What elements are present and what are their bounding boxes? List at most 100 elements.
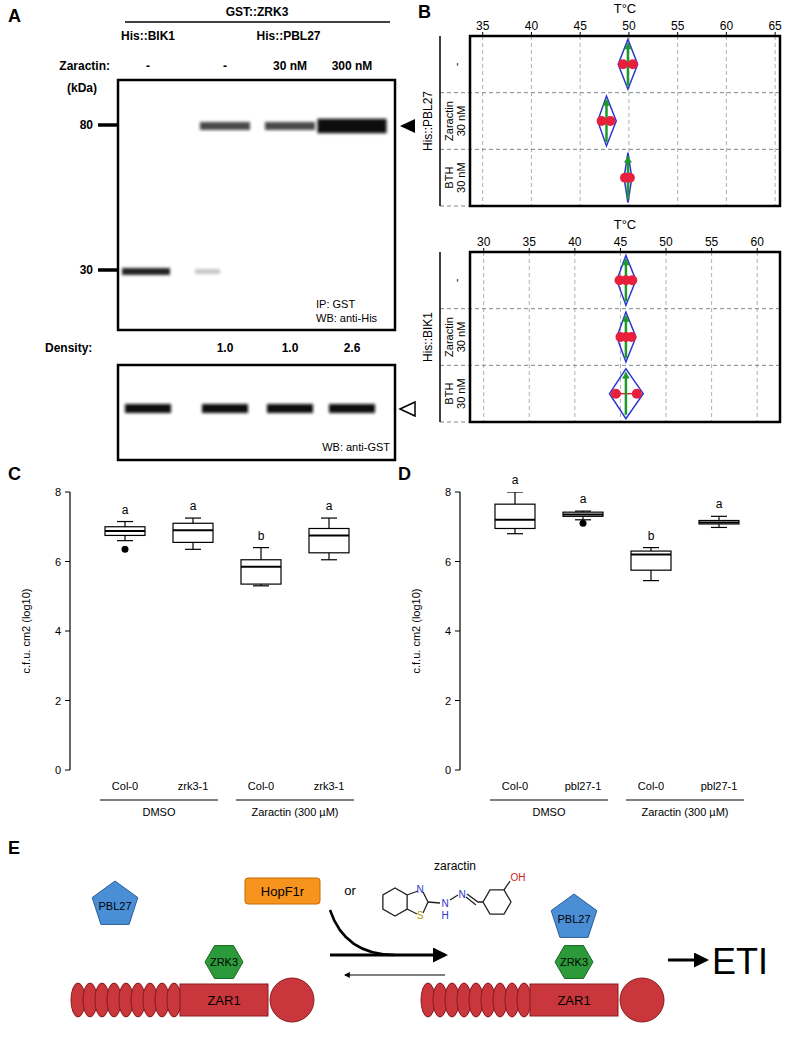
median [309, 534, 349, 536]
complex: ZAR1ZRK3PBL27 [71, 881, 314, 1022]
axis-title: c.f.u. cm2 (log10) [410, 589, 422, 674]
category-label: pbl27-1 [565, 780, 602, 792]
axis-title: T°C [614, 1, 637, 16]
tick-label: 60 [720, 19, 734, 33]
row-label-line: 30 nM [455, 322, 467, 353]
grid-line [775, 36, 776, 206]
group-line [626, 799, 744, 800]
group-label: DMSO [143, 806, 176, 818]
whisker-cap [643, 580, 659, 581]
tick-label: 2 [55, 695, 61, 707]
treatment: - [223, 59, 227, 73]
tick [65, 700, 70, 701]
grid-line [574, 252, 575, 422]
reverse-arrow [345, 974, 445, 975]
grid-line [757, 252, 758, 422]
group-label: Zaractin (300 µM) [641, 806, 728, 818]
row-separator [440, 206, 470, 207]
panel-label: D [398, 464, 411, 484]
mean-line [625, 372, 628, 414]
row-separator [440, 422, 470, 423]
whisker-cap [711, 527, 727, 528]
tick [455, 631, 460, 632]
treatment: - [146, 59, 150, 73]
replicate-point [625, 173, 635, 183]
grid-line [531, 36, 532, 206]
whisker-cap [117, 521, 133, 522]
tick-label: 6 [445, 556, 451, 568]
axis-title: His::BIK1 [421, 312, 435, 362]
group-line [490, 799, 608, 800]
size-marker-tick [98, 268, 117, 272]
loading-band [267, 404, 313, 413]
plot-bg [470, 252, 780, 422]
box [173, 523, 213, 542]
median [631, 554, 671, 556]
replicate-point [627, 275, 637, 285]
blot-band [122, 268, 170, 275]
tick-label: 55 [705, 235, 719, 249]
grid-line [529, 252, 530, 422]
category-label: zrk3-1 [314, 780, 345, 792]
outcome: ETI [712, 941, 768, 982]
grid-line [711, 252, 712, 422]
density-label: Density: [45, 341, 92, 355]
tick-label: 45 [614, 235, 628, 249]
blot-band [317, 119, 386, 133]
blot-caption: IP: GST [316, 298, 355, 310]
connector: or [344, 883, 356, 898]
loading-band [329, 404, 375, 413]
outlier [580, 520, 587, 527]
blot-band [200, 122, 250, 130]
plot-area [597, 39, 638, 202]
box [699, 520, 739, 523]
diagram: HopF1rorzaractinNSNHNOHETIZAR1ZRK3PBL27Z… [71, 859, 768, 1022]
row-label-line: BTH [443, 167, 455, 189]
density-value: 1.0 [217, 341, 234, 355]
lane-group-label: His::BIK1 [121, 29, 175, 43]
compound-name: zaractin [434, 859, 476, 873]
atom: S [417, 910, 424, 921]
blot-band [195, 269, 220, 274]
atom: N [441, 898, 448, 909]
loading-band [202, 404, 248, 413]
size-unit: (kDa) [67, 81, 97, 95]
group-line [100, 799, 218, 800]
significance-letter: a [580, 492, 587, 506]
significance-letter: b [258, 529, 265, 543]
row-label: Zaractin30 nM [443, 101, 467, 141]
row-label: BTH30 nM [443, 378, 467, 409]
category-label: Col-0 [638, 780, 664, 792]
tick-label: 8 [445, 486, 451, 498]
zrk3-label: ZRK3 [210, 956, 238, 968]
category-label: pbl27-1 [701, 780, 738, 792]
grid-line [482, 36, 483, 206]
replicate-point [626, 332, 636, 342]
median [241, 566, 281, 568]
median [563, 514, 603, 516]
whisker-cap [575, 511, 591, 512]
treatment: 30 nM [273, 59, 307, 73]
plot-frame [470, 252, 780, 422]
whisker-cap [117, 540, 133, 541]
axis-title: T°C [614, 217, 637, 232]
tick-label: 0 [445, 764, 451, 776]
category-label: zrk3-1 [178, 780, 209, 792]
effector-box [245, 878, 320, 904]
whisker-cap [507, 533, 523, 534]
bond [407, 909, 417, 914]
atom: N [458, 889, 465, 900]
zrk3-label: ZRK3 [560, 956, 588, 968]
bond [466, 897, 476, 905]
tick-label: 55 [671, 19, 685, 33]
blot-band [265, 122, 315, 130]
atom: N [416, 884, 423, 895]
significance-letter: a [122, 503, 129, 517]
group-bracket [439, 252, 441, 422]
phenyl-ring [483, 890, 511, 914]
significance-letter: a [326, 499, 333, 513]
box [631, 551, 671, 570]
median [105, 530, 145, 532]
grid-line [666, 252, 667, 422]
row-label-line: 30 nM [455, 106, 467, 137]
